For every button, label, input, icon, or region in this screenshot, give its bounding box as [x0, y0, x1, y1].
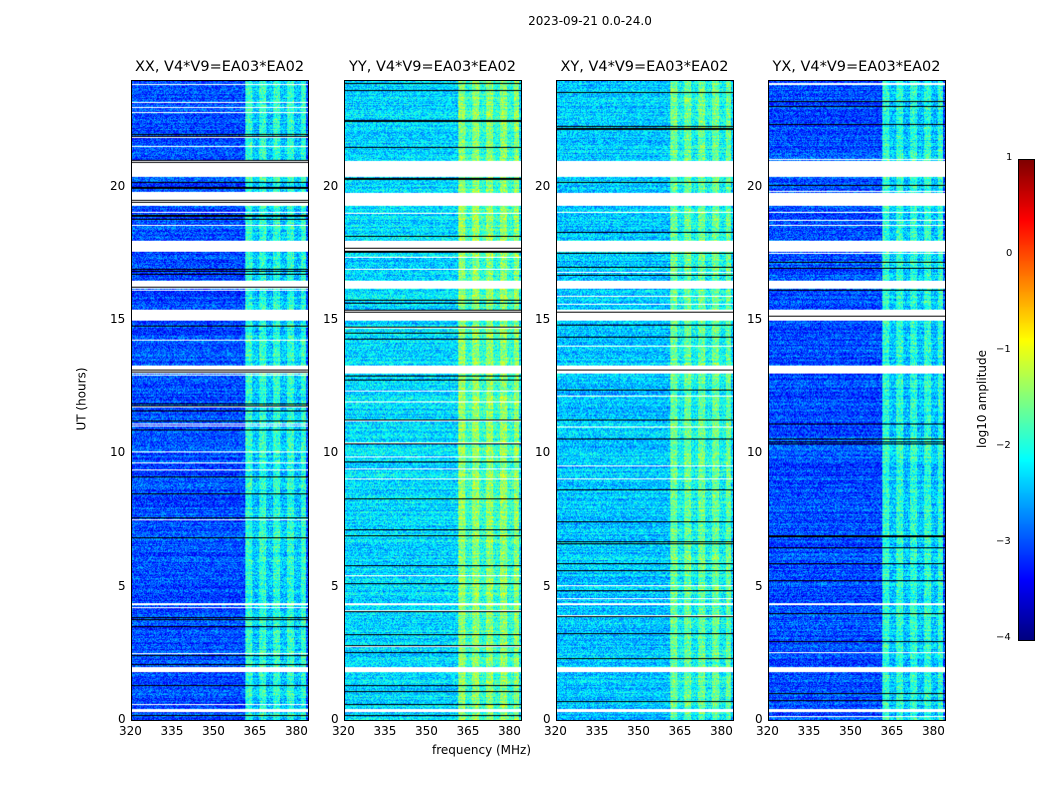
y-tick-label: 5 — [118, 578, 126, 593]
y-tick-label: 15 — [747, 312, 763, 326]
y-tick-label: 0 — [755, 712, 763, 726]
colorbar-tick-label: −4 — [996, 632, 1011, 643]
x-tick-label: 320 — [332, 724, 355, 738]
heatmap-panel — [556, 80, 734, 721]
figure-title: 2023-09-21 0.0-24.0 — [528, 14, 652, 28]
heatmap-cells — [132, 81, 308, 720]
y-tick-label: 15 — [110, 312, 126, 326]
x-tick-label: 335 — [585, 724, 609, 738]
y-axis-label: UT (hours) — [74, 367, 89, 431]
colorbar-tick-label: −2 — [996, 440, 1011, 451]
x-tick-label: 380 — [284, 724, 308, 738]
x-axis-label: frequency (MHz) — [432, 743, 532, 757]
colorbar — [1018, 159, 1035, 641]
x-tick-label: 365 — [880, 724, 904, 738]
heatmap-panel — [344, 80, 522, 721]
panel-title: YX, V4*V9=EA03*EA02 — [772, 59, 941, 75]
colorbar-tick-label: 1 — [1006, 152, 1013, 163]
x-tick-label: 365 — [668, 724, 692, 738]
colorbar-tick-label: 0 — [1006, 248, 1013, 259]
y-tick-label: 10 — [535, 445, 551, 460]
x-tick-label: 350 — [626, 724, 650, 738]
y-tick-label: 20 — [535, 178, 551, 193]
x-tick-label: 365 — [243, 724, 267, 738]
colorbar-label: log10 amplitude — [975, 350, 989, 449]
x-tick-label: 350 — [201, 724, 225, 738]
x-tick-label: 335 — [160, 724, 184, 738]
x-tick-label: 365 — [456, 724, 480, 738]
panel-title: XX, V4*V9=EA03*EA02 — [134, 59, 305, 75]
y-tick-label: 5 — [755, 578, 763, 593]
colorbar-tick-label: −1 — [996, 344, 1011, 355]
colorbar-tick-label: −3 — [996, 536, 1011, 547]
x-tick-label: 335 — [797, 724, 821, 738]
heatmap-panel — [131, 80, 309, 721]
x-tick-label: 350 — [414, 724, 438, 738]
y-tick-label: 15 — [323, 312, 339, 326]
y-tick-label: 10 — [110, 445, 126, 460]
y-tick-label: 10 — [323, 445, 339, 460]
y-tick-label: 5 — [543, 578, 551, 593]
heatmap-cells — [769, 81, 945, 720]
x-tick-label: 335 — [373, 724, 397, 738]
y-tick-label: 10 — [747, 445, 763, 460]
y-tick-label: 0 — [331, 712, 339, 726]
y-tick-label: 20 — [747, 178, 763, 193]
x-tick-label: 380 — [709, 724, 733, 738]
x-tick-label: 380 — [921, 724, 945, 738]
y-tick-label: 20 — [323, 178, 339, 193]
x-tick-label: 320 — [544, 724, 567, 738]
heatmap-panel — [768, 80, 946, 721]
panel-title: XY, V4*V9=EA03*EA02 — [560, 59, 729, 75]
x-tick-label: 380 — [497, 724, 521, 738]
heatmap-cells — [557, 81, 733, 720]
x-tick-label: 350 — [838, 724, 862, 738]
x-tick-label: 320 — [756, 724, 779, 738]
y-tick-label: 5 — [331, 578, 339, 593]
x-tick-label: 320 — [119, 724, 142, 738]
y-tick-label: 0 — [118, 712, 126, 726]
y-tick-label: 15 — [535, 312, 551, 326]
y-tick-label: 20 — [110, 178, 126, 193]
panel-title: YY, V4*V9=EA03*EA02 — [349, 59, 516, 75]
heatmap-cells — [345, 81, 521, 720]
y-tick-label: 0 — [543, 712, 551, 726]
